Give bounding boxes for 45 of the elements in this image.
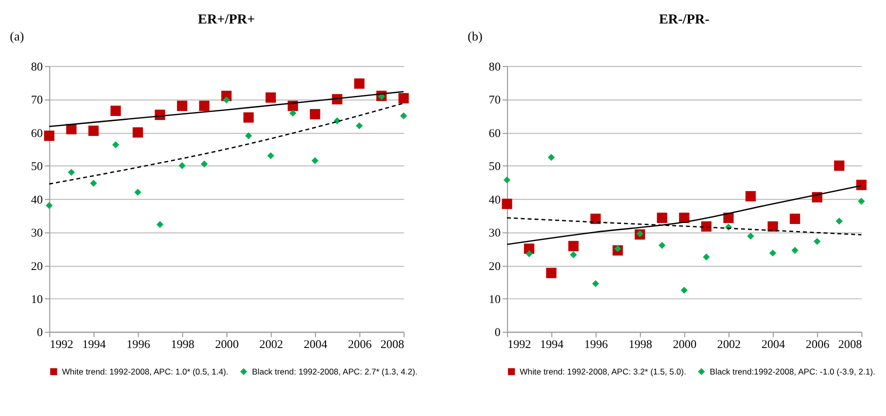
x-tick-label: 2004 [304,337,328,352]
x-tick-label: 1994 [82,337,106,352]
y-tick-label: 60 [488,126,501,140]
x-tick-label: 2006 [806,337,830,352]
y-tick-label: 40 [488,192,501,206]
x-tick-label: 2002 [259,337,284,352]
x-tick-label: 2000 [672,337,697,352]
y-tick-label: 50 [488,159,501,174]
y-tick-label: 70 [31,92,43,107]
y-tick-label: 80 [488,59,501,74]
x-tick-label: 2008 [380,337,404,352]
y-tick-label: 0 [36,325,43,340]
y-tick-label: 20 [31,258,43,273]
legend-label: White trend: 1992-2008, APC: 3.2* (1.5, 5.0). [520,366,686,377]
line-series [48,90,404,128]
y-tick-label: 20 [488,258,501,273]
legend-label: White trend: 1992-2008, APC: 1.0* (0.5, 1.4). [62,366,228,377]
y-tick-label: 80 [31,59,43,74]
x-tick-label: 2004 [761,337,786,352]
x-tick-label: 1992 [50,337,74,352]
legend-label: Black trend:1992-2008, APC: -1.0 (-3.9, 2.1). [710,366,876,377]
y-tick-label: 50 [31,159,43,174]
x-tick-label: 2002 [717,337,741,352]
legend-label: Black trend: 1992-2008, APC: 2.7* (1.3, 4.2). [252,366,418,377]
y-tick-label: 70 [488,92,501,107]
x-tick-label: 1994 [540,337,564,352]
x-tick-label: 1996 [126,337,150,352]
y-tick-label: 10 [488,292,501,306]
chart-title: ER+/PR+ [198,12,256,27]
x-tick-label: 1992 [507,337,532,352]
x-tick-label: 2008 [838,337,862,352]
x-tick-label: 1998 [628,337,652,352]
x-tick-label: 2006 [348,337,372,352]
y-tick-label: 10 [31,292,43,306]
x-tick-label: 1998 [170,337,195,352]
y-tick-label: 30 [488,226,501,240]
y-tick-label: 40 [31,192,43,206]
x-tick-label: 2000 [215,337,239,352]
text: (b) [468,29,483,44]
y-tick-label: 60 [31,126,43,140]
chart-title: ER-/PR- [658,12,710,27]
y-tick-label: 30 [31,226,43,240]
x-tick-label: 1996 [584,337,608,352]
text: (a) [10,29,24,44]
y-tick-label: 0 [494,325,501,340]
